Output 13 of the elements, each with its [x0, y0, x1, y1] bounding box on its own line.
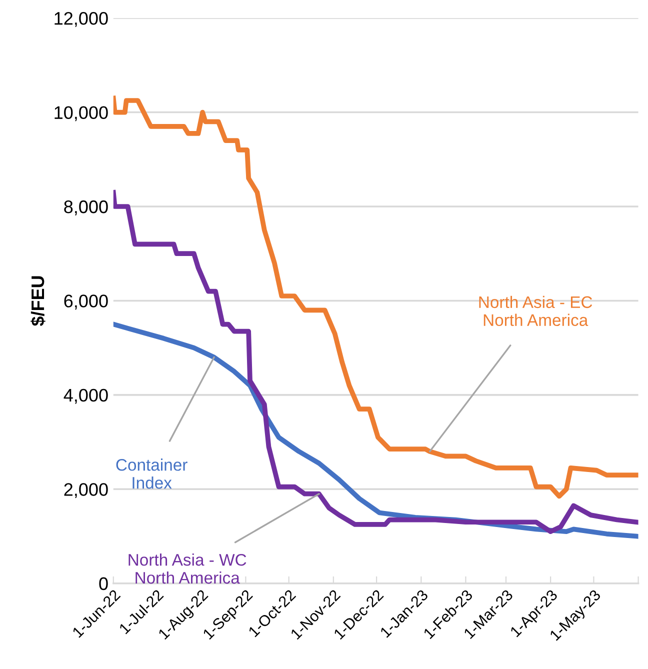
text: North Asia - WC North America [128, 554, 246, 584]
y-tick-label: 10,000 [54, 106, 108, 122]
line-series [113, 96, 638, 499]
y-tick-label: 2,000 [64, 483, 108, 498]
y-tick-label: 4,000 [64, 388, 108, 404]
y-axis-title: $/FEU [30, 276, 46, 326]
y-tick-label: 6,000 [64, 294, 108, 310]
y-tick-label: 8,000 [64, 200, 108, 216]
text: North Asia - EC North America [479, 296, 592, 326]
line-series [113, 190, 638, 534]
y-tick-label: 12,000 [54, 12, 108, 27]
y-tick-label: 0 [99, 577, 108, 590]
text: Container Index [116, 458, 188, 489]
